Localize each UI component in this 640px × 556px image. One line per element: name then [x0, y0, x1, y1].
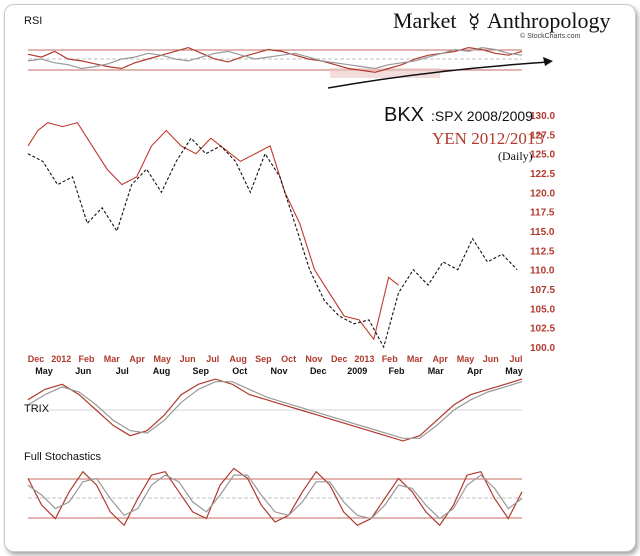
x-tick-top: Mar — [407, 354, 424, 364]
series-line-0 — [27, 467, 523, 527]
y-tick-label: 130.0 — [530, 111, 555, 122]
y-tick-label: 115.0 — [530, 227, 555, 238]
x-tick-bottom: Aug — [153, 366, 171, 376]
series-line-1 — [27, 46, 523, 70]
rsi-panel — [27, 46, 553, 89]
x-tick-top: Oct — [281, 354, 296, 364]
y-tick-label: 112.5 — [530, 246, 555, 257]
x-tick-top: Apr — [432, 354, 448, 364]
credit-text: © StockCharts.com — [520, 32, 581, 40]
x-tick-bottom: Sep — [192, 366, 209, 376]
price-title-daily: (Daily) — [498, 149, 533, 163]
y-tick-label: 107.5 — [530, 285, 555, 296]
x-tick-bottom: 2009 — [347, 366, 367, 376]
stoch-panel — [27, 467, 523, 527]
x-tick-bottom: May — [505, 366, 523, 376]
x-tick-top: Jun — [483, 354, 499, 364]
rsi-arrowhead-icon — [543, 57, 553, 66]
x-tick-top: May — [154, 354, 172, 364]
x-tick-top: Dec — [28, 354, 45, 364]
rsi-trend-arrow — [327, 61, 549, 89]
price-title-spx: :SPX 2008/2009 — [431, 108, 533, 124]
rsi-shade — [330, 68, 440, 78]
y-tick-label: 127.5 — [530, 130, 555, 141]
x-tick-top: Jul — [509, 354, 522, 364]
x-tick-top: Apr — [129, 354, 145, 364]
x-tick-top: Jun — [180, 354, 196, 364]
brand-part1: Market — [393, 8, 457, 33]
x-tick-top: Mar — [104, 354, 121, 364]
y-tick-label: 102.5 — [530, 324, 555, 335]
x-tick-bottom: Jun — [75, 366, 91, 376]
x-tick-bottom: Jul — [116, 366, 129, 376]
series-line-0 — [27, 378, 523, 442]
x-tick-top: 2012 — [51, 354, 71, 364]
series-line-1 — [27, 474, 523, 520]
x-tick-top: Sep — [255, 354, 272, 364]
y-tick-label: 120.0 — [530, 188, 555, 199]
series-line-1 — [27, 381, 523, 439]
x-tick-top: 2013 — [354, 354, 374, 364]
y-tick-label: 100.0 — [530, 343, 555, 354]
y-tick-label: 122.5 — [530, 169, 555, 180]
x-tick-top: Aug — [229, 354, 247, 364]
x-tick-bottom: Mar — [428, 366, 445, 376]
brand-symbol-icon: ☿ — [468, 11, 480, 33]
x-tick-bottom: Apr — [467, 366, 483, 376]
price-series-1 — [27, 137, 518, 349]
x-tick-top: Jul — [206, 354, 219, 364]
x-tick-top: Dec — [331, 354, 348, 364]
y-tick-label: 125.0 — [530, 150, 555, 161]
y-tick-label: 110.0 — [530, 266, 555, 277]
brand-part2: Anthropology — [487, 8, 610, 33]
price-title-bkx: BKX — [384, 104, 424, 126]
x-tick-top: May — [457, 354, 475, 364]
x-tick-bottom: Nov — [270, 366, 287, 376]
y-tick-label: 117.5 — [530, 208, 555, 219]
x-tick-bottom: Feb — [388, 366, 405, 376]
x-tick-top: Feb — [78, 354, 95, 364]
x-tick-bottom: May — [35, 366, 53, 376]
x-tick-bottom: Dec — [310, 366, 327, 376]
rsi-panel-title: RSI — [24, 15, 42, 27]
x-tick-top: Nov — [305, 354, 322, 364]
y-tick-label: 105.0 — [530, 304, 555, 315]
price-series-0 — [27, 122, 399, 341]
stoch-panel-title: Full Stochastics — [24, 451, 102, 463]
price-title-yen: YEN 2012/2013 — [432, 129, 544, 148]
x-tick-bottom: Oct — [232, 366, 247, 376]
trix-panel-title: TRIX — [24, 403, 50, 415]
x-tick-top: Feb — [382, 354, 399, 364]
trix-panel — [27, 378, 523, 442]
price-panel: 130.0 127.5 125.0 122.5 120.0 117.5 115.0 112.5… — [27, 111, 555, 376]
